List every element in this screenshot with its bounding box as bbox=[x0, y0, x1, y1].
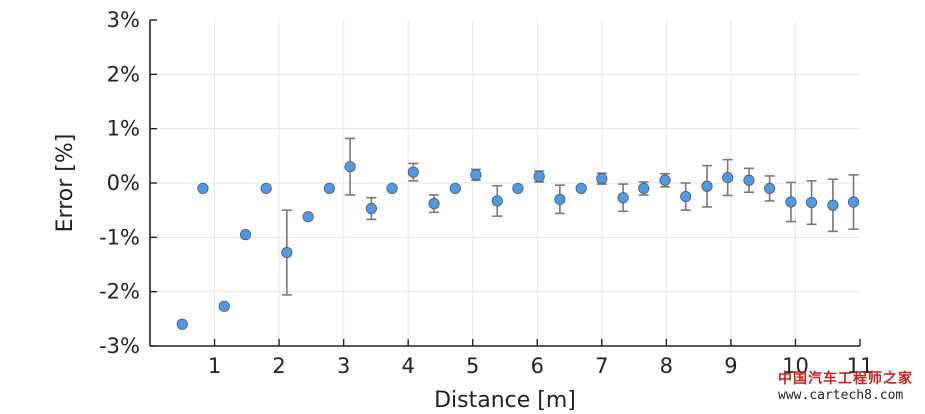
x-tick-label: 6 bbox=[531, 354, 544, 378]
data-point bbox=[470, 169, 482, 181]
x-tick-label: 1 bbox=[208, 354, 221, 378]
data-point bbox=[743, 174, 755, 186]
data-point bbox=[512, 182, 524, 195]
data-point bbox=[617, 192, 629, 204]
data-point bbox=[722, 171, 734, 184]
data-point bbox=[491, 195, 503, 207]
x-tick-label: 11 bbox=[847, 354, 874, 378]
x-axis-ticks: 1 2 3 4 5 6 7 8 9 10 11 bbox=[208, 339, 874, 378]
y-tick-label: 0% bbox=[107, 171, 140, 195]
data-point bbox=[218, 300, 230, 312]
data-point bbox=[659, 174, 671, 186]
x-tick-label: 2 bbox=[272, 354, 285, 378]
data-point bbox=[596, 173, 608, 185]
data-point bbox=[680, 190, 692, 203]
y-tick-label: 3% bbox=[107, 8, 140, 32]
data-point bbox=[827, 199, 839, 211]
data-point bbox=[344, 161, 356, 173]
data-point bbox=[302, 211, 314, 223]
data-point bbox=[847, 196, 860, 208]
x-tick-label: 9 bbox=[724, 354, 737, 378]
data-point bbox=[575, 182, 587, 195]
data-point bbox=[260, 182, 272, 195]
y-tick-label: -3% bbox=[99, 334, 140, 358]
y-tick-label: 2% bbox=[107, 62, 140, 86]
data-point bbox=[176, 318, 188, 330]
x-tick-label: 4 bbox=[401, 354, 414, 378]
y-axis-ticks: -3% -2% -1% 0% 1% 2% 3% bbox=[99, 8, 157, 358]
y-axis-title: Error [%] bbox=[53, 134, 78, 233]
data-point bbox=[281, 246, 293, 259]
data-point bbox=[239, 229, 252, 241]
data-point bbox=[701, 180, 713, 192]
data-points bbox=[176, 161, 860, 330]
data-point bbox=[785, 196, 797, 208]
x-tick-label: 7 bbox=[595, 354, 608, 378]
data-point bbox=[407, 166, 419, 178]
data-point bbox=[428, 198, 440, 210]
y-tick-label: -1% bbox=[99, 225, 140, 249]
x-tick-label: 5 bbox=[466, 354, 479, 378]
x-tick-label: 8 bbox=[660, 354, 673, 378]
y-tick-label: 1% bbox=[107, 117, 140, 141]
data-point bbox=[764, 182, 776, 195]
data-point bbox=[638, 182, 650, 195]
data-point bbox=[323, 182, 336, 195]
data-point bbox=[197, 182, 209, 195]
data-point bbox=[805, 196, 818, 209]
y-tick-label: -2% bbox=[99, 280, 140, 304]
x-tick-label: 10 bbox=[782, 354, 809, 378]
data-point bbox=[533, 170, 545, 183]
watermark-site-name: 中国汽车工程师之家 bbox=[778, 371, 913, 387]
watermark-url: www.cartech8.com bbox=[778, 388, 904, 403]
x-tick-label: 3 bbox=[337, 354, 350, 378]
data-point bbox=[386, 182, 398, 195]
data-point bbox=[554, 193, 566, 205]
data-point bbox=[365, 202, 377, 215]
x-axis-title: Distance [m] bbox=[434, 388, 576, 413]
data-point bbox=[449, 182, 461, 195]
